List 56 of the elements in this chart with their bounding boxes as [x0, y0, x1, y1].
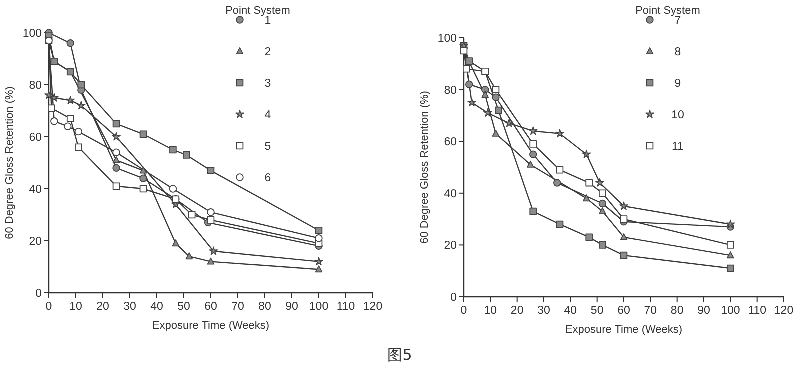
x-tick-label: 100	[721, 305, 740, 317]
x-tick-label: 30	[124, 301, 136, 313]
y-tick-label: 100	[22, 28, 42, 40]
x-axis-title: Exposure Time (Weeks)	[565, 324, 683, 336]
x-tick-label: 110	[748, 305, 767, 317]
x-tick-label: 30	[538, 305, 550, 317]
y-tick-label: 100	[438, 33, 457, 45]
x-tick-label: 60	[204, 301, 218, 313]
legend-label: 3	[264, 78, 272, 90]
caption: 图5	[388, 346, 412, 364]
x-tick-label: 70	[644, 305, 658, 317]
legend-label: 1	[264, 15, 272, 27]
x-tick-label: 120	[774, 305, 794, 317]
legend-label: 8	[674, 46, 682, 58]
x-tick-label: 0	[46, 301, 52, 313]
legend-title: Point System	[226, 5, 290, 17]
x-tick-label: 50	[590, 305, 604, 317]
x-tick-label: 100	[309, 301, 329, 313]
y-tick-label: 0	[450, 292, 457, 304]
x-tick-label: 50	[178, 301, 190, 313]
y-tick-label: 80	[29, 80, 42, 92]
legend-label: 6	[264, 172, 272, 184]
x-tick-label: 80	[670, 305, 684, 317]
legend-label: 10	[672, 110, 684, 122]
legend-label: 7	[674, 15, 682, 27]
x-tick-label: 110	[336, 301, 356, 313]
x-tick-label: 90	[286, 301, 298, 313]
x-tick-label: 10	[70, 301, 82, 313]
x-tick-label: 90	[698, 305, 710, 317]
y-tick-label: 0	[36, 288, 42, 300]
x-tick-label: 10	[484, 305, 498, 317]
legend-label: 5	[264, 141, 272, 153]
y-tick-label: 20	[444, 240, 457, 252]
y-tick-label: 40	[29, 184, 42, 196]
x-tick-label: 20	[510, 305, 524, 317]
x-tick-label: 40	[150, 301, 164, 313]
y-tick-label: 20	[29, 236, 42, 248]
y-axis-title: 60 Degree Gloss Retention (%)	[419, 91, 431, 244]
y-tick-label: 40	[444, 188, 457, 200]
x-tick-label: 60	[618, 305, 630, 317]
legend-label: 2	[264, 46, 272, 58]
x-axis-title: Exposure Time (Weeks)	[152, 320, 270, 332]
y-axis-title: 60 Degree Gloss Retention (%)	[4, 86, 16, 240]
x-tick-label: 120	[363, 301, 383, 313]
legend-title: Point System	[636, 5, 700, 17]
legend-label: 9	[674, 78, 682, 90]
x-tick-label: 40	[564, 305, 578, 317]
legend-label: 11	[672, 141, 684, 153]
x-tick-label: 80	[258, 301, 272, 313]
legend-label: 4	[264, 110, 272, 122]
y-tick-label: 80	[444, 84, 457, 97]
x-tick-label: 20	[96, 301, 110, 313]
x-tick-label: 0	[460, 305, 468, 317]
y-tick-label: 60	[29, 132, 42, 144]
x-tick-label: 70	[232, 301, 244, 313]
y-tick-label: 60	[444, 136, 457, 149]
